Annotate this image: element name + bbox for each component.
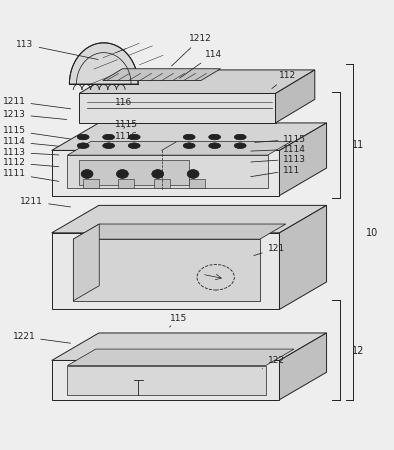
Polygon shape xyxy=(73,239,260,301)
Polygon shape xyxy=(279,333,327,400)
Text: 1116: 1116 xyxy=(115,132,138,141)
Ellipse shape xyxy=(234,143,246,148)
Text: 1115: 1115 xyxy=(255,135,307,144)
Polygon shape xyxy=(154,179,169,188)
Ellipse shape xyxy=(152,170,164,178)
Text: 1114: 1114 xyxy=(251,145,306,154)
Text: 112: 112 xyxy=(272,71,297,89)
Ellipse shape xyxy=(103,134,115,140)
Ellipse shape xyxy=(103,143,115,148)
Ellipse shape xyxy=(209,143,221,148)
Polygon shape xyxy=(103,69,221,81)
Text: 1211: 1211 xyxy=(3,97,71,109)
Polygon shape xyxy=(79,160,190,184)
Text: 10: 10 xyxy=(366,228,378,238)
Polygon shape xyxy=(79,70,315,94)
Text: 121: 121 xyxy=(254,244,285,256)
Text: 1115: 1115 xyxy=(115,121,138,130)
Polygon shape xyxy=(69,43,138,84)
Ellipse shape xyxy=(234,134,246,140)
Polygon shape xyxy=(189,179,205,188)
Text: 1221: 1221 xyxy=(13,333,71,343)
Text: 11: 11 xyxy=(352,140,364,149)
Polygon shape xyxy=(79,94,275,123)
Ellipse shape xyxy=(209,134,221,140)
Polygon shape xyxy=(52,123,327,150)
Ellipse shape xyxy=(183,134,195,140)
Polygon shape xyxy=(279,123,327,196)
Polygon shape xyxy=(73,224,99,301)
Text: 1211: 1211 xyxy=(20,197,71,207)
Text: 1111: 1111 xyxy=(3,170,59,181)
Ellipse shape xyxy=(81,170,93,178)
Text: 1114: 1114 xyxy=(3,137,59,146)
Polygon shape xyxy=(52,360,279,400)
Ellipse shape xyxy=(128,134,140,140)
Polygon shape xyxy=(275,70,315,123)
Text: 1213: 1213 xyxy=(3,110,67,120)
Polygon shape xyxy=(83,179,99,188)
Text: 114: 114 xyxy=(180,50,222,78)
Text: 115: 115 xyxy=(169,314,187,327)
Ellipse shape xyxy=(128,143,140,148)
Ellipse shape xyxy=(77,143,89,148)
Polygon shape xyxy=(279,205,327,310)
Ellipse shape xyxy=(117,170,128,178)
Text: 116: 116 xyxy=(115,98,132,107)
Polygon shape xyxy=(52,233,279,310)
Polygon shape xyxy=(67,155,268,189)
Text: 1115: 1115 xyxy=(3,126,71,139)
Polygon shape xyxy=(52,333,327,360)
Ellipse shape xyxy=(187,170,199,178)
Text: 1113: 1113 xyxy=(251,154,307,163)
Text: 1212: 1212 xyxy=(171,34,212,66)
Polygon shape xyxy=(67,365,266,395)
Polygon shape xyxy=(73,224,286,239)
Text: 1113: 1113 xyxy=(3,148,59,157)
Polygon shape xyxy=(119,179,134,188)
Text: 12: 12 xyxy=(352,346,364,356)
Ellipse shape xyxy=(183,143,195,148)
Text: 1112: 1112 xyxy=(3,158,59,167)
Polygon shape xyxy=(67,141,291,155)
Text: 111: 111 xyxy=(251,166,301,177)
Polygon shape xyxy=(67,349,294,365)
Polygon shape xyxy=(52,150,279,196)
Ellipse shape xyxy=(77,134,89,140)
Text: 122: 122 xyxy=(262,356,285,369)
Polygon shape xyxy=(52,205,327,233)
Text: 113: 113 xyxy=(17,40,98,59)
